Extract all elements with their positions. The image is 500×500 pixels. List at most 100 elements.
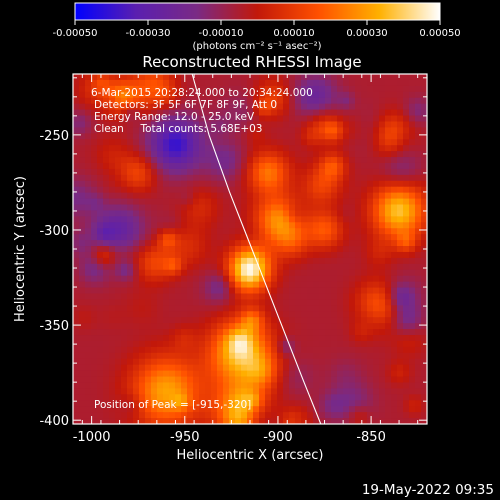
heatmap-cell [79,139,86,146]
heatmap-cell [295,370,302,377]
heatmap-cell [181,168,188,176]
heatmap-cell [355,97,362,105]
heatmap-cell [277,204,284,211]
heatmap-cell [205,85,212,93]
heatmap-cell [283,370,290,377]
heatmap-cell [79,162,86,170]
heatmap-cell [223,139,230,146]
heatmap-cell [199,388,206,395]
heatmap-cell [349,91,356,99]
heatmap-cell [331,74,338,81]
heatmap-cell [199,340,206,348]
heatmap-cell [235,281,242,288]
heatmap-cell [181,210,188,217]
heatmap-cell [283,79,290,87]
heatmap-cell [211,151,218,158]
heatmap-cell [325,311,332,318]
heatmap-cell [247,204,254,211]
heatmap-cell [385,91,392,99]
heatmap-cell [295,400,302,407]
heatmap-cell [289,186,296,194]
heatmap-cell [277,162,284,170]
heatmap-cell [271,406,278,413]
heatmap-cell [169,305,176,312]
heatmap-cell [253,246,260,253]
heatmap-cell [163,210,170,217]
heatmap-cell [217,121,224,128]
heatmap-cell [391,257,398,265]
heatmap-cell [409,299,416,306]
heatmap-cell [319,79,326,87]
heatmap-cell [271,180,278,188]
heatmap-cell [181,382,188,389]
heatmap-cell [337,412,344,419]
heatmap-cell [205,222,212,229]
heatmap-cell [151,210,158,217]
heatmap-cell [109,157,116,164]
heatmap-cell [295,109,302,116]
heatmap-cell [265,157,272,164]
heatmap-cell [199,216,206,223]
heatmap-cell [349,352,356,360]
heatmap-cell [361,340,368,348]
heatmap-cell [265,263,272,271]
heatmap-cell [133,145,140,152]
heatmap-cell [103,168,110,176]
heatmap-cell [367,115,374,122]
heatmap-cell [211,74,218,81]
heatmap-cell [247,174,254,182]
heatmap-cell [211,216,218,223]
heatmap-cell [277,263,284,271]
heatmap-cell [373,145,380,152]
heatmap-cell [307,174,314,182]
heatmap-cell [103,263,110,271]
heatmap-cell [133,400,140,407]
heatmap-cell [217,364,224,372]
heatmap-cell [253,168,260,176]
heatmap-cell [289,352,296,360]
heatmap-cell [265,240,272,247]
heatmap-cell [85,186,92,194]
heatmap-cell [277,287,284,294]
heatmap-cell [109,91,116,99]
heatmap-cell [397,180,404,188]
heatmap-cell [235,335,242,342]
heatmap-cell [151,85,158,93]
heatmap-cell [373,400,380,407]
heatmap-cell [139,115,146,122]
heatmap-cell [421,370,428,377]
heatmap-cell [277,174,284,182]
heatmap-cell [121,246,128,253]
heatmap-cell [199,275,206,283]
heatmap-cell [103,364,110,372]
heatmap-cell [325,109,332,116]
heatmap-cell [85,192,92,199]
heatmap-cell [325,79,332,87]
heatmap-cell [349,234,356,241]
heatmap-cell [151,204,158,211]
heatmap-cell [193,151,200,158]
heatmap-cell [91,299,98,306]
heatmap-cell [283,157,290,164]
heatmap-cell [223,412,230,419]
heatmap-cell [145,257,152,265]
heatmap-cell [283,340,290,348]
heatmap-cell [391,400,398,407]
heatmap-cell [337,139,344,146]
heatmap-cell [229,412,236,419]
heatmap-cell [391,186,398,194]
heatmap-cell [349,180,356,188]
heatmap-cell [199,269,206,277]
heatmap-cell [187,186,194,194]
heatmap-cell [415,293,422,300]
heatmap-cell [193,216,200,223]
heatmap-cell [169,317,176,324]
heatmap-cell [199,151,206,158]
heatmap-cell [361,263,368,271]
heatmap-cell [199,192,206,199]
heatmap-cell [157,186,164,194]
heatmap-cell [121,234,128,241]
heatmap-cell [193,204,200,211]
heatmap-cell [331,281,338,288]
heatmap-cell [403,198,410,205]
